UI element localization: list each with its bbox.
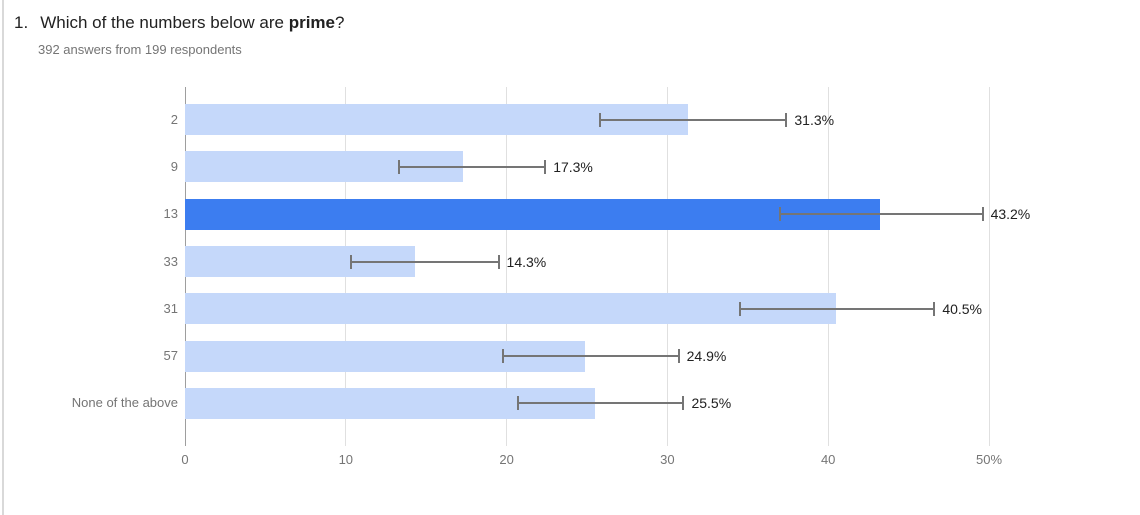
error-bar-cap-high <box>933 301 936 316</box>
x-tick-label: 10 <box>338 452 354 467</box>
x-tick-label: 50% <box>975 452 1003 467</box>
category-label: 57 <box>163 348 178 364</box>
question-header: 1. Which of the numbers below are prime?… <box>14 13 344 57</box>
value-label: 43.2% <box>990 206 1031 223</box>
gridline <box>666 87 668 446</box>
value-label: 17.3% <box>553 158 593 175</box>
error-bar-cap-low <box>502 349 505 364</box>
error-bar-line <box>779 213 983 216</box>
value-label: 14.3% <box>506 253 547 270</box>
question-title-bold-word: prime <box>288 13 335 32</box>
category-label: 13 <box>163 206 178 222</box>
error-bar-cap-low <box>349 254 352 269</box>
error-bar-cap-high <box>544 159 547 174</box>
gridline <box>988 87 990 446</box>
bar-highlighted <box>185 198 880 230</box>
x-tick-label: 40 <box>820 452 836 467</box>
error-bar-line <box>517 402 684 405</box>
question-title-text: Which of the numbers below are <box>40 13 289 32</box>
error-bar-cap-high <box>677 349 680 364</box>
category-label: 2 <box>170 111 178 127</box>
error-bar-line <box>350 260 499 263</box>
question-title-suffix: ? <box>335 13 345 32</box>
value-label: 31.3% <box>794 111 835 128</box>
error-bar-cap-high <box>497 254 500 269</box>
gridline <box>827 87 829 446</box>
x-tick-label: 0 <box>181 452 189 467</box>
response-count-subtitle: 392 answers from 199 respondents <box>38 42 242 57</box>
error-bar-cap-low <box>397 159 400 174</box>
error-bar-line <box>599 118 787 121</box>
x-tick-label: 20 <box>499 452 514 467</box>
error-bar-cap-high <box>785 112 788 127</box>
x-tick-label: 30 <box>660 452 675 467</box>
question-number: 1. <box>14 13 29 32</box>
question-title: Which of the numbers below are prime? <box>40 13 344 33</box>
category-label: None of the above <box>71 395 178 411</box>
value-label: 40.5% <box>942 300 983 317</box>
error-bar-cap-high <box>981 207 984 222</box>
error-bar-line <box>503 355 679 358</box>
question-title-row: 1. Which of the numbers below are prime? <box>14 13 344 33</box>
value-label: 24.9% <box>686 348 727 365</box>
error-bar-line <box>739 307 935 310</box>
value-label: 25.5% <box>691 395 732 412</box>
error-bar-cap-low <box>778 207 781 222</box>
bar <box>185 293 837 325</box>
category-label: 31 <box>163 300 178 316</box>
card-left-border <box>2 0 4 515</box>
error-bar-line <box>398 165 546 168</box>
error-bar-cap-low <box>598 112 601 127</box>
category-label: 33 <box>163 253 178 269</box>
error-bar-cap-high <box>682 396 685 411</box>
gridline <box>506 87 508 446</box>
error-bar-cap-low <box>738 301 741 316</box>
error-bar-cap-low <box>516 396 519 411</box>
category-label: 9 <box>170 158 178 174</box>
